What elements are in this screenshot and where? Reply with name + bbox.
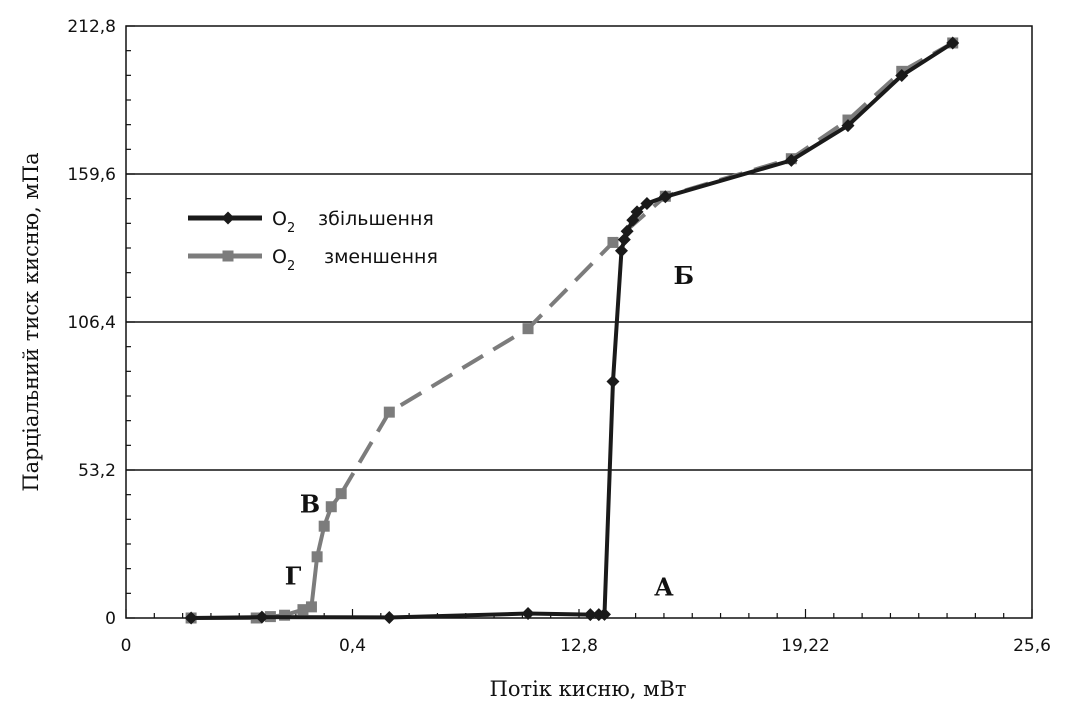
annotations: В Г А Б (285, 261, 694, 602)
y-axis-title: Парціальний тиск кисню, мПа (19, 152, 43, 491)
data-point (221, 211, 235, 225)
data-point (630, 205, 644, 219)
data-point (640, 196, 654, 210)
legend-label: O (272, 208, 287, 230)
legend-subscript: 2 (287, 259, 295, 274)
data-point (784, 153, 798, 167)
legend-item: O 2 зменшення (188, 246, 438, 274)
data-point (583, 608, 597, 622)
data-point (297, 604, 309, 616)
series-line (191, 41, 954, 620)
series-layer (184, 36, 960, 625)
data-point (521, 607, 535, 621)
legend-item: O 2 збільшення (188, 208, 434, 236)
data-point (658, 190, 672, 204)
series-increase (184, 36, 960, 625)
data-point (311, 551, 323, 563)
y-tick-label: 212,8 (67, 17, 116, 37)
x-tick-label: 12,8 (560, 636, 598, 656)
x-tick-label: 25,6 (1013, 636, 1051, 656)
grid (126, 173, 1032, 471)
x-tick-label: 0 (121, 636, 132, 656)
data-point (318, 520, 330, 532)
data-point (522, 323, 534, 335)
legend-label: O (272, 246, 287, 268)
y-tick-label: 106,4 (67, 313, 116, 333)
y-tick-label: 159,6 (67, 165, 116, 185)
point-label: Б (673, 261, 694, 290)
x-axis-title: Потік кисню, мВт (490, 677, 687, 701)
y-tick-label: 0 (105, 609, 116, 629)
point-label: Г (285, 562, 302, 591)
point-label: А (654, 573, 674, 602)
data-point (597, 607, 611, 621)
data-point (606, 375, 620, 389)
data-point (895, 69, 909, 83)
legend-subscript: 2 (287, 221, 295, 236)
data-point (614, 244, 628, 258)
data-point (325, 501, 337, 513)
legend-label: зменшення (324, 246, 438, 268)
data-point (255, 610, 269, 624)
x-tick-label: 19,22 (781, 636, 830, 656)
legend-label: збільшення (318, 208, 434, 230)
x-tick-label: 0,4 (339, 636, 366, 656)
data-point (335, 488, 347, 500)
data-point (382, 610, 396, 624)
y-ticks: 0 53,2 106,4 159,6 212,8 (67, 17, 135, 629)
data-point (620, 224, 634, 238)
data-point (383, 406, 395, 418)
series-line (339, 41, 954, 495)
point-label: В (300, 489, 320, 518)
data-point (305, 601, 317, 613)
data-point (607, 236, 619, 248)
data-point (946, 36, 960, 50)
data-point (184, 611, 198, 625)
data-point (841, 119, 855, 133)
y-tick-label: 53,2 (78, 461, 116, 481)
data-point (222, 250, 234, 262)
